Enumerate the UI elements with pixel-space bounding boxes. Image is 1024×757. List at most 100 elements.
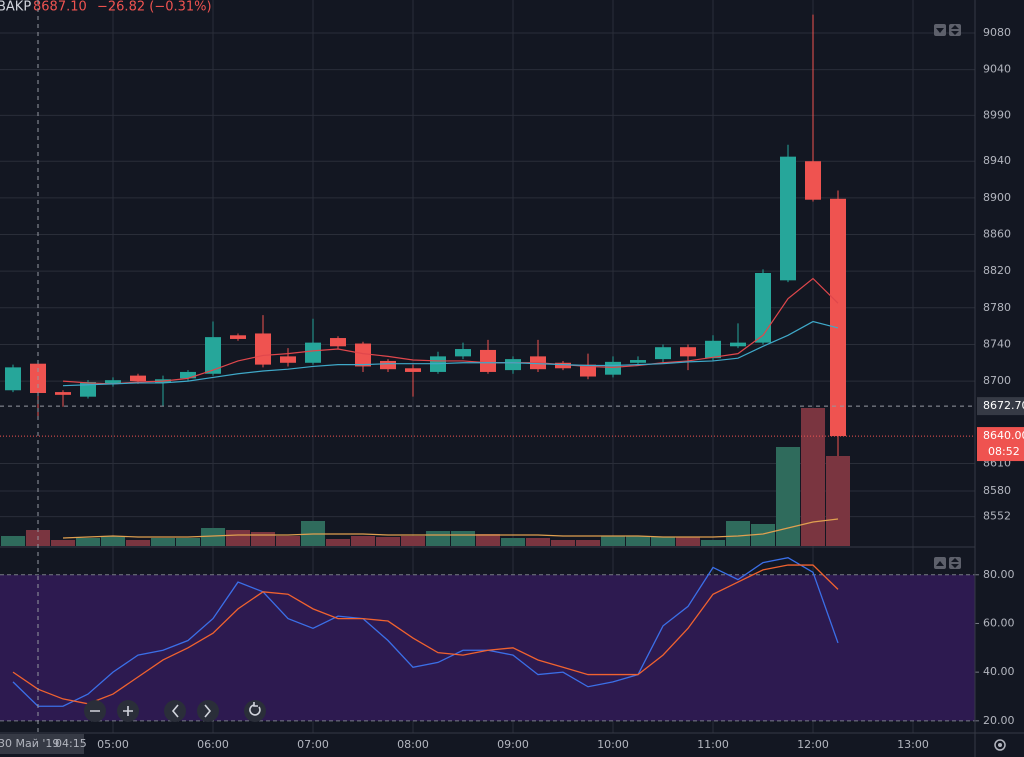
candle-body (480, 349, 496, 372)
candle-body (130, 375, 146, 382)
y-tick-label: 60.00 (983, 616, 1015, 629)
y-tick-label: 40.00 (983, 665, 1015, 678)
x-tick-label: 10:00 (597, 738, 629, 751)
y-tick-label: 8860 (983, 228, 1011, 241)
volume-bar (226, 530, 250, 546)
candle-body (405, 368, 421, 372)
candle-body (780, 156, 796, 281)
candle-body (80, 382, 96, 397)
volume-bar (376, 537, 400, 546)
y-tick-label: 8990 (983, 108, 1011, 121)
settings-icon[interactable] (994, 739, 1006, 751)
volume-bar (76, 538, 100, 546)
candle-body (630, 360, 646, 363)
symbol: BAKP (0, 0, 31, 15)
volume-bar (676, 537, 700, 546)
last-price: 8640.00 (983, 429, 1024, 442)
candle-body (580, 364, 596, 377)
volume-bar (451, 531, 475, 546)
candle-body (280, 356, 296, 363)
volume-bar (701, 540, 725, 546)
candle-body (330, 338, 346, 347)
y-tick-label: 8740 (983, 337, 1011, 350)
y-tick-label: 8780 (983, 301, 1011, 314)
volume-bar (751, 524, 775, 546)
crosshair-date: 30 Май '19 (0, 737, 59, 750)
y-tick-label: 80.00 (983, 568, 1015, 581)
volume-bar (276, 536, 300, 546)
volume-bar (801, 408, 825, 546)
y-tick-label: 8700 (983, 374, 1011, 387)
candle-body (680, 347, 696, 357)
volume-ma (62, 518, 839, 539)
crosshair-label-box (977, 397, 1024, 416)
moving-average (62, 277, 839, 385)
volume-bar (351, 536, 375, 546)
volume-bar (201, 528, 225, 546)
volume-bar (51, 540, 75, 546)
candle-body (255, 333, 271, 365)
stoch-band (0, 574, 975, 721)
y-tick-label: 8552 (983, 510, 1011, 523)
x-tick-label: 06:00 (197, 738, 229, 751)
candle-body (5, 367, 21, 391)
volume-bar (176, 538, 200, 546)
last-price-box (977, 427, 1024, 462)
y-tick-label: 8900 (983, 191, 1011, 204)
candle-body (605, 361, 621, 375)
x-tick-label: 07:00 (297, 738, 329, 751)
stoch-line (12, 564, 839, 705)
volume-bar (326, 539, 350, 546)
volume-bar (576, 540, 600, 546)
x-tick-label: 08:00 (397, 738, 429, 751)
candle-body (805, 161, 821, 200)
zoom-controls[interactable] (84, 700, 266, 722)
candle-body (555, 362, 571, 369)
candle-body (730, 342, 746, 347)
candle-body (205, 337, 221, 374)
volume-bar (151, 538, 175, 546)
candle-body (305, 342, 321, 363)
crosshair-time: 04:15 (55, 737, 87, 750)
volume-bar (476, 534, 500, 546)
candle-body (505, 359, 521, 371)
y-tick-label: 8940 (983, 154, 1011, 167)
candle-body (380, 360, 396, 370)
candle-body (355, 343, 371, 367)
y-tick-label: 8580 (983, 484, 1011, 497)
y-tick-label: 8820 (983, 264, 1011, 277)
volume-bar (826, 456, 850, 546)
price: 8687.10 (33, 0, 87, 15)
candle-body (830, 198, 846, 437)
candle-body (105, 380, 121, 384)
volume-bar (126, 540, 150, 546)
x-tick-label: 11:00 (697, 738, 729, 751)
pane-buttons[interactable] (934, 24, 961, 569)
x-tick-label: 12:00 (797, 738, 829, 751)
candle-body (180, 371, 196, 379)
candle-body (230, 335, 246, 339)
volume-bar (626, 536, 650, 546)
volume-bar (426, 531, 450, 546)
date-label-box (0, 734, 84, 754)
moving-average (62, 320, 839, 387)
crosshair-price: 8672.70 (983, 399, 1024, 412)
volume-bar (726, 521, 750, 546)
volume-bar (526, 538, 550, 546)
candle-body (655, 347, 671, 360)
volume-bar (776, 447, 800, 546)
volume-bar (251, 532, 275, 546)
change: −26.82 (−0.31%) (97, 0, 212, 15)
candle-body (755, 273, 771, 343)
candle-body (705, 340, 721, 359)
stoch-line (12, 557, 839, 707)
volume-bar (401, 536, 425, 546)
volume-bar (601, 536, 625, 546)
volume-bar (501, 538, 525, 546)
volume-bar (1, 536, 25, 546)
volume-bar (651, 537, 675, 546)
volume-bar (551, 540, 575, 546)
y-tick-label: 20.00 (983, 714, 1015, 727)
volume-bar (101, 536, 125, 546)
